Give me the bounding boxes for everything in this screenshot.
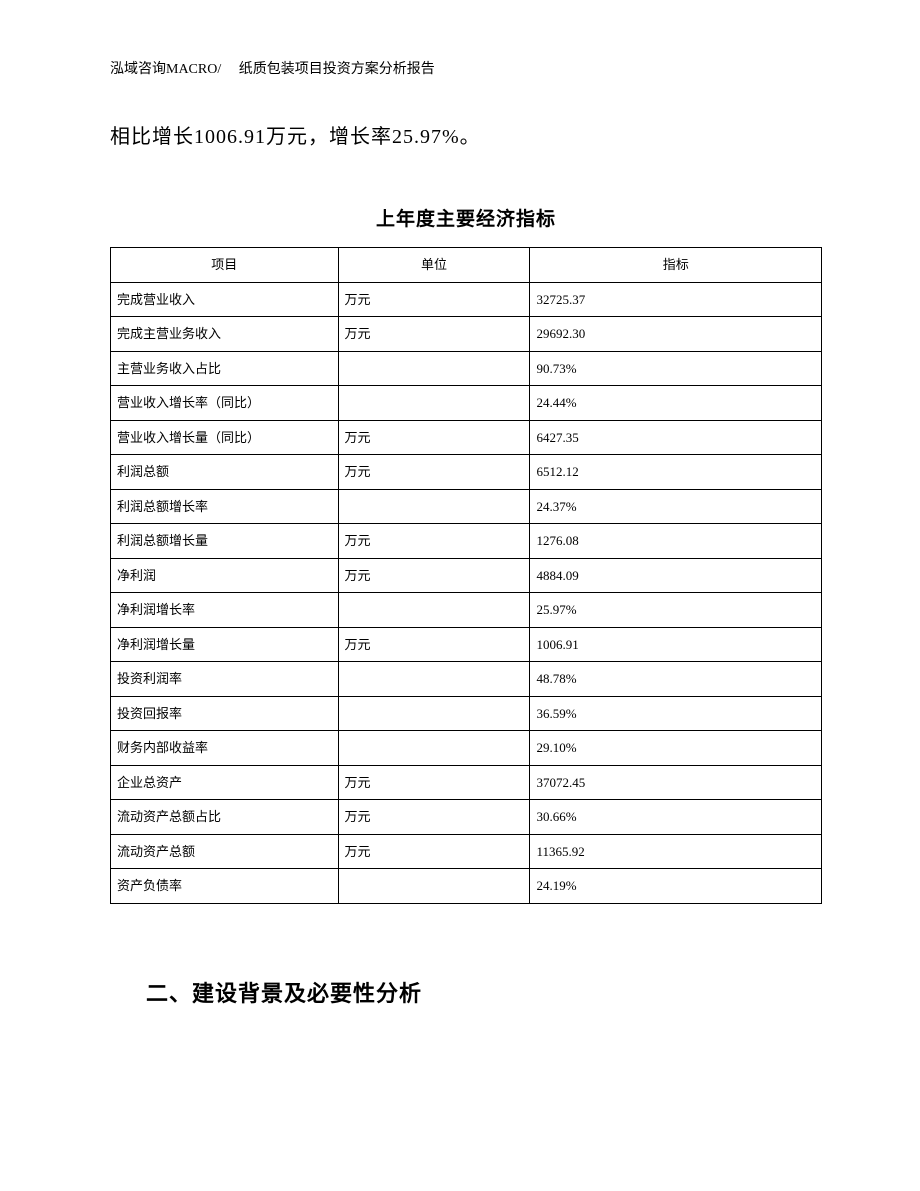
table-cell: 财务内部收益率	[111, 731, 339, 766]
table-cell	[338, 696, 530, 731]
table-row: 投资利润率 48.78%	[111, 662, 822, 697]
table-row: 营业收入增长量（同比）万元6427.35	[111, 420, 822, 455]
table-cell: 6512.12	[530, 455, 822, 490]
table-cell: 万元	[338, 420, 530, 455]
table-cell: 48.78%	[530, 662, 822, 697]
table-cell: 29692.30	[530, 317, 822, 352]
table-row: 净利润增长率 25.97%	[111, 593, 822, 628]
table-cell: 万元	[338, 558, 530, 593]
table-row: 投资回报率 36.59%	[111, 696, 822, 731]
table-cell: 万元	[338, 765, 530, 800]
table-cell: 11365.92	[530, 834, 822, 869]
table-row: 主营业务收入占比 90.73%	[111, 351, 822, 386]
table-cell: 投资回报率	[111, 696, 339, 731]
table-cell: 29.10%	[530, 731, 822, 766]
table-row: 资产负债率 24.19%	[111, 869, 822, 904]
table-cell: 流动资产总额	[111, 834, 339, 869]
table-header-cell: 单位	[338, 248, 530, 283]
table-cell: 利润总额	[111, 455, 339, 490]
table-cell: 净利润增长率	[111, 593, 339, 628]
table-title: 上年度主要经济指标	[110, 204, 822, 231]
table-cell: 30.66%	[530, 800, 822, 835]
table-cell: 90.73%	[530, 351, 822, 386]
table-row: 利润总额增长率 24.37%	[111, 489, 822, 524]
table-cell: 36.59%	[530, 696, 822, 731]
table-cell: 完成营业收入	[111, 282, 339, 317]
table-cell: 万元	[338, 317, 530, 352]
table-row: 财务内部收益率 29.10%	[111, 731, 822, 766]
table-row: 利润总额万元6512.12	[111, 455, 822, 490]
table-row: 流动资产总额占比万元30.66%	[111, 800, 822, 835]
table-cell	[338, 386, 530, 421]
table-header-row: 项目 单位 指标	[111, 248, 822, 283]
table-header-cell: 指标	[530, 248, 822, 283]
table-cell: 24.19%	[530, 869, 822, 904]
table-cell: 万元	[338, 455, 530, 490]
body-paragraph: 相比增长1006.91万元，增长率25.97%。	[110, 118, 822, 156]
table-row: 企业总资产万元37072.45	[111, 765, 822, 800]
table-header-cell: 项目	[111, 248, 339, 283]
table-cell: 万元	[338, 800, 530, 835]
table-cell: 6427.35	[530, 420, 822, 455]
table-cell: 万元	[338, 524, 530, 559]
table-row: 流动资产总额万元11365.92	[111, 834, 822, 869]
table-cell: 万元	[338, 834, 530, 869]
table-cell: 营业收入增长率（同比）	[111, 386, 339, 421]
table-row: 完成营业收入万元32725.37	[111, 282, 822, 317]
table-cell: 25.97%	[530, 593, 822, 628]
table-cell	[338, 489, 530, 524]
table-cell: 32725.37	[530, 282, 822, 317]
table-cell	[338, 869, 530, 904]
document-page: 泓域咨询MACRO/ 纸质包装项目投资方案分析报告 相比增长1006.91万元，…	[0, 0, 920, 1191]
table-cell: 投资利润率	[111, 662, 339, 697]
table-row: 净利润万元4884.09	[111, 558, 822, 593]
table-cell: 利润总额增长率	[111, 489, 339, 524]
table-cell: 完成主营业务收入	[111, 317, 339, 352]
table-cell: 净利润增长量	[111, 627, 339, 662]
page-header: 泓域咨询MACRO/ 纸质包装项目投资方案分析报告	[110, 58, 822, 78]
table-cell: 37072.45	[530, 765, 822, 800]
table-cell	[338, 731, 530, 766]
table-cell: 流动资产总额占比	[111, 800, 339, 835]
section-heading: 二、建设背景及必要性分析	[146, 976, 822, 1008]
header-text: 泓域咨询MACRO/ 纸质包装项目投资方案分析报告	[110, 62, 435, 77]
table-cell: 营业收入增长量（同比）	[111, 420, 339, 455]
table-cell: 万元	[338, 627, 530, 662]
table-cell: 企业总资产	[111, 765, 339, 800]
table-cell	[338, 593, 530, 628]
table-cell: 主营业务收入占比	[111, 351, 339, 386]
table-cell: 万元	[338, 282, 530, 317]
table-cell: 1006.91	[530, 627, 822, 662]
table-cell: 24.44%	[530, 386, 822, 421]
table-cell: 资产负债率	[111, 869, 339, 904]
table-cell: 净利润	[111, 558, 339, 593]
table-cell: 4884.09	[530, 558, 822, 593]
table-row: 利润总额增长量万元1276.08	[111, 524, 822, 559]
paragraph-text: 相比增长1006.91万元，增长率25.97%。	[110, 126, 481, 148]
table-row: 营业收入增长率（同比） 24.44%	[111, 386, 822, 421]
table-cell	[338, 351, 530, 386]
table-cell: 1276.08	[530, 524, 822, 559]
table-cell	[338, 662, 530, 697]
table-cell: 利润总额增长量	[111, 524, 339, 559]
table-row: 净利润增长量万元1006.91	[111, 627, 822, 662]
economic-indicators-table: 项目 单位 指标 完成营业收入万元32725.37完成主营业务收入万元29692…	[110, 247, 822, 904]
table-cell: 24.37%	[530, 489, 822, 524]
table-row: 完成主营业务收入万元29692.30	[111, 317, 822, 352]
